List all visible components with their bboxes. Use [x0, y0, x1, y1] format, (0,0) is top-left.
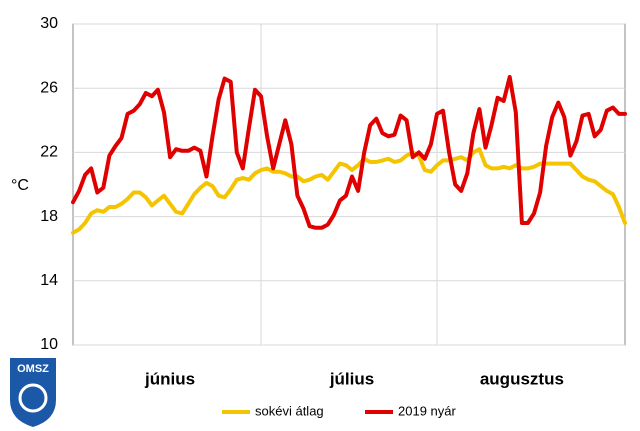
- logo-wave: [18, 383, 48, 413]
- legend-label: sokévi átlag: [255, 403, 324, 418]
- logo-shield: [10, 358, 56, 427]
- y-tick-label: 10: [40, 336, 58, 353]
- series-line: [71, 75, 627, 230]
- y-axis-label: °C: [11, 177, 29, 194]
- y-tick-label: 22: [40, 144, 58, 161]
- y-tick-label: 14: [40, 272, 58, 289]
- logo-text: OMSZ: [17, 363, 49, 375]
- y-tick-label: 18: [40, 208, 58, 225]
- y-tick-label: 30: [40, 15, 58, 32]
- x-tick-label: június: [144, 369, 195, 388]
- y-tick-label: 26: [40, 79, 58, 96]
- logo: OMSZ: [10, 358, 56, 427]
- series-line: [71, 147, 627, 235]
- x-tick-label: augusztus: [480, 369, 564, 388]
- legend-label: 2019 nyár: [398, 403, 456, 418]
- x-tick-label: július: [329, 369, 374, 388]
